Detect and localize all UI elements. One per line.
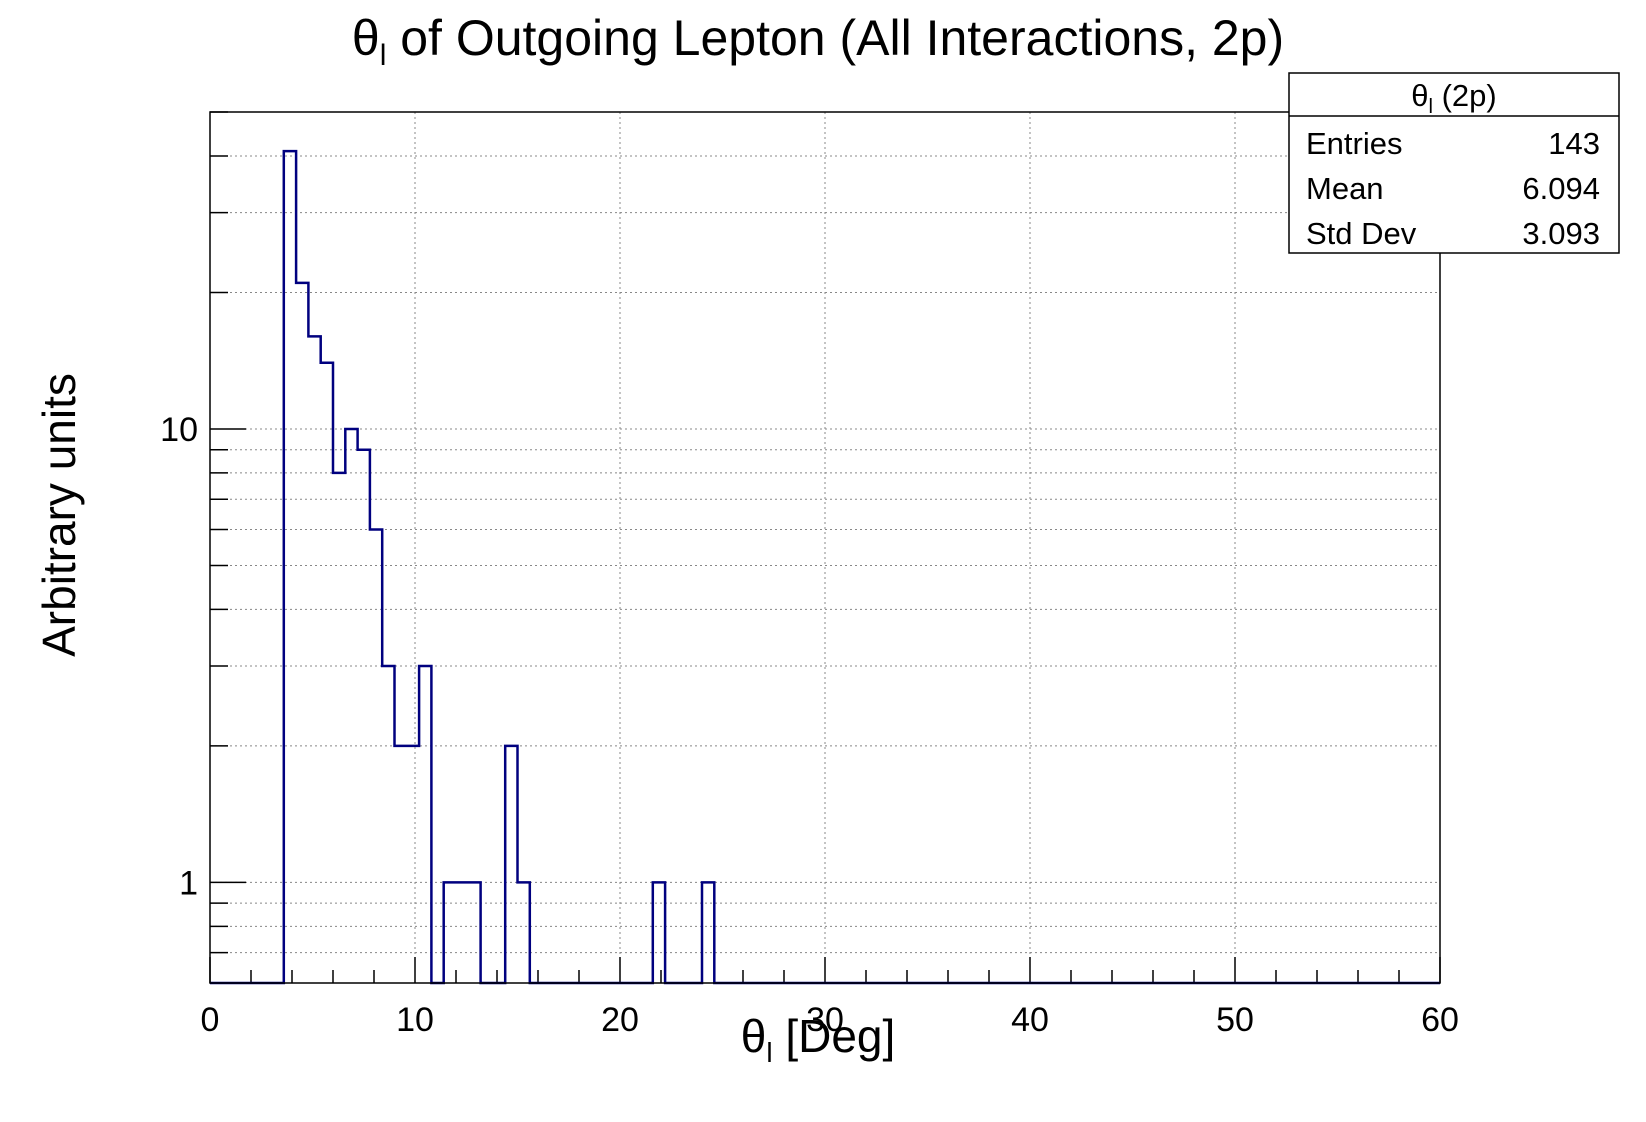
x-tick-label: 60: [1421, 1001, 1459, 1039]
stats-entries-label: Entries: [1306, 126, 1402, 161]
x-tick-label: 0: [201, 1001, 220, 1039]
plot-frame: [209, 111, 1441, 984]
axis-ticks: [209, 111, 1441, 984]
histogram-bar: [321, 363, 333, 983]
chart-title-symbol: θ: [352, 10, 380, 66]
histogram-bar: [358, 450, 370, 983]
histogram-bar: [284, 151, 296, 983]
histogram-bar: [395, 746, 407, 983]
histogram-bar: [505, 746, 517, 983]
x-axis-label: θl [Deg]: [741, 1010, 896, 1068]
x-tick-label: 40: [1011, 1001, 1049, 1039]
stats-box-frame: [1288, 72, 1620, 254]
histogram-bar: [370, 530, 382, 983]
x-tick-label: 20: [601, 1001, 639, 1039]
y-tick-label: 1: [179, 864, 198, 902]
stats-box: θl (2p) Entries 143 Mean 6.094 Std Dev 3…: [1288, 72, 1620, 254]
stats-mean-value: 6.094: [1522, 171, 1600, 206]
x-tick-label: 50: [1216, 1001, 1254, 1039]
histogram-bar: [308, 336, 320, 983]
histogram-bar: [296, 283, 308, 983]
histogram-bar: [407, 746, 419, 983]
x-tick-label: 10: [396, 1001, 434, 1039]
histogram-bar: [333, 473, 345, 983]
histogram-bar: [518, 882, 530, 983]
y-tick-label: 10: [160, 411, 198, 449]
chart-title-sub: l: [380, 39, 387, 72]
histogram-bar: [419, 666, 431, 983]
stats-box-title-symbol: θ: [1411, 78, 1428, 113]
stats-box-title: θl (2p): [1411, 78, 1496, 118]
stats-stddev-value: 3.093: [1522, 216, 1600, 251]
histogram-bars: [284, 151, 715, 983]
grid-lines: [210, 111, 1440, 984]
histogram-bar: [468, 882, 480, 983]
x-axis-label-rest: [Deg]: [773, 1010, 896, 1062]
stats-box-title-rest: (2p): [1433, 78, 1497, 113]
stats-entries-value: 143: [1548, 126, 1600, 161]
y-axis-label: Arbitrary units: [33, 373, 85, 657]
stats-mean-label: Mean: [1306, 171, 1384, 206]
x-axis-label-sub: l: [766, 1037, 772, 1068]
histogram-bar: [345, 429, 357, 983]
chart-title: θl of Outgoing Lepton (All Interactions,…: [352, 10, 1284, 72]
histogram-bar: [702, 882, 714, 983]
x-tick-label: 30: [806, 1001, 844, 1039]
histogram-bar: [382, 666, 394, 983]
tick-labels: 0 10 20 30 40 50 60 1 10: [160, 411, 1459, 1039]
histogram-bar: [653, 882, 665, 983]
stats-box-title-sub: l: [1429, 96, 1433, 118]
stats-stddev-label: Std Dev: [1306, 216, 1417, 251]
histogram-bar: [456, 882, 468, 983]
x-axis-label-symbol: θ: [741, 1010, 767, 1062]
chart-title-rest: of Outgoing Lepton (All Interactions, 2p…: [386, 10, 1284, 66]
histogram-bar: [444, 882, 456, 983]
